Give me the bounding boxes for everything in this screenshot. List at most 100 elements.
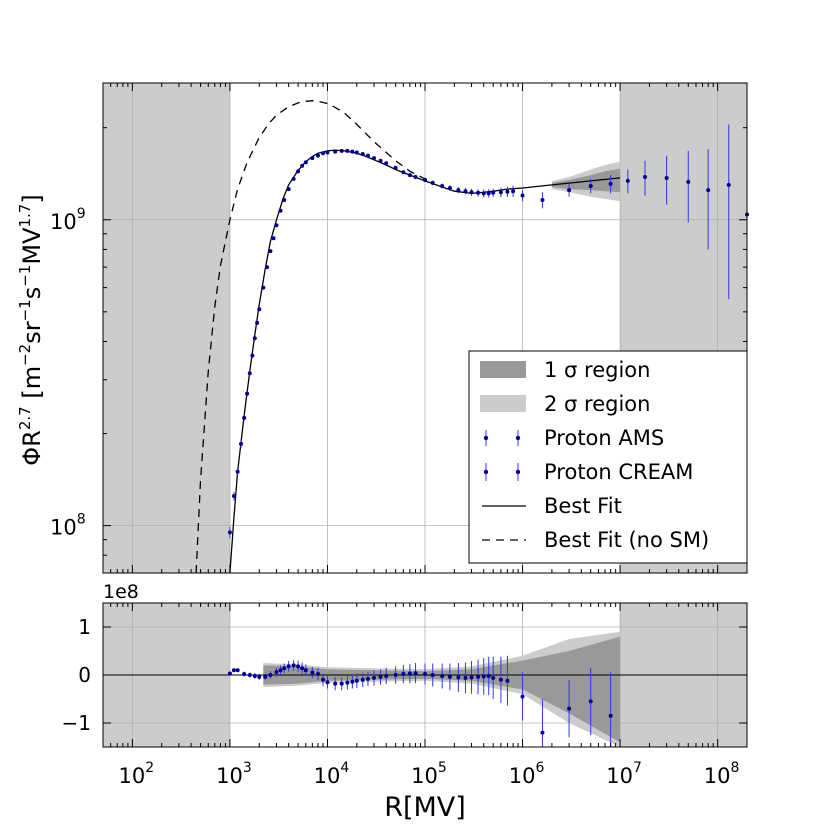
data-point-2-12 [264, 265, 269, 270]
data-point-3-0 [520, 193, 525, 198]
residual-point-35 [423, 672, 427, 677]
data-point-2-29 [345, 148, 350, 153]
y-axis-label-mid2: s [18, 287, 46, 300]
data-point-2-41 [423, 177, 427, 182]
x-tick-label-4: 106 [509, 760, 545, 788]
data-point-2-5 [245, 391, 250, 396]
residual-point-43 [481, 674, 486, 679]
data-point-2-8 [252, 336, 257, 341]
data-point-2-31 [354, 150, 359, 155]
residual-point-39 [456, 675, 461, 680]
data-point-2-43 [440, 183, 445, 188]
data-point-2-1 [231, 493, 236, 498]
data-point-2-4 [242, 415, 247, 420]
shaded-region-top-0 [103, 83, 230, 573]
data-point-2-52 [498, 190, 503, 195]
x-tick-label-6: 108 [704, 760, 740, 788]
residual-point-27 [365, 676, 370, 681]
data-point-2-23 [310, 156, 315, 161]
residual-point-20 [325, 680, 330, 685]
series-line-1 [195, 100, 426, 574]
y-tick-label-bottom-1: 0 [78, 663, 91, 687]
x-tick-label-3-base: 10 [411, 764, 438, 788]
x-tick-label-2: 104 [314, 760, 350, 788]
y-tick-label-top-1-exp: 9 [77, 206, 86, 222]
residual-point-29 [378, 674, 383, 679]
data-point-2-48 [476, 190, 481, 195]
x-tick-label-4-exp: 6 [535, 760, 544, 776]
residual-point-33 [407, 671, 412, 676]
data-point-2-11 [261, 285, 266, 290]
data-point-3-1 [540, 198, 545, 203]
x-tick-label-2-base: 10 [314, 764, 341, 788]
residual-point-42 [476, 674, 481, 679]
legend-swatch-cream [483, 463, 521, 481]
x-tick-label-6-exp: 8 [731, 760, 740, 776]
legend-frame [468, 350, 748, 564]
y-tick-label-top-0: 108 [50, 512, 86, 540]
residual-point-18 [316, 672, 321, 677]
data-point-2-10 [257, 307, 262, 312]
data-point-2-46 [463, 189, 468, 194]
legend-label-sigma1: 1 σ region [544, 358, 650, 382]
residual-point-31 [393, 673, 398, 677]
data-point-3-5 [625, 178, 630, 183]
residual-point-1 [231, 668, 236, 673]
y-tick-labels-bottom: 1 0 −1 [62, 615, 91, 735]
x-tick-label-1-exp: 3 [243, 760, 252, 776]
residual-point-47 [505, 678, 510, 683]
y-tick-label-top-0-base: 10 [50, 516, 77, 540]
data-point-2-25 [320, 151, 325, 156]
residual-point-46 [498, 677, 503, 682]
legend-label-cream: Proton CREAM [544, 460, 693, 484]
x-tick-label-1: 103 [216, 760, 252, 788]
data-point-2-18 [286, 187, 291, 192]
data-point-2-45 [456, 188, 461, 193]
y-axis-label-main: ΦR [18, 430, 46, 466]
residual-point-23 [345, 680, 350, 685]
data-point-3-3 [588, 183, 593, 188]
y-axis-label-sup1: −2 [16, 344, 34, 366]
y-axis-label-sup2: −1 [16, 299, 34, 321]
data-point-2-39 [407, 173, 412, 178]
data-point-2-6 [247, 371, 252, 376]
data-point-3-4 [608, 181, 613, 186]
residual-point-15 [300, 666, 305, 671]
data-point-2-44 [447, 186, 452, 191]
data-point-3-8 [686, 179, 691, 184]
x-tick-label-2-exp: 4 [340, 760, 349, 776]
data-point-2-42 [430, 180, 435, 185]
data-point-2-15 [274, 223, 279, 228]
residual-point-36 [430, 673, 435, 677]
legend-swatch-sigma2 [480, 395, 526, 412]
y-axis-label-mid3: MV [18, 227, 46, 265]
data-point-2-38 [401, 170, 406, 175]
x-tick-label-0-base: 10 [119, 764, 146, 788]
data-point-2-0 [227, 530, 232, 535]
residual-point-6 [257, 674, 262, 679]
data-point-2-9 [255, 320, 260, 325]
residual-point-22 [339, 681, 344, 686]
y-tick-label-top-1-base: 10 [50, 210, 77, 234]
data-point-2-7 [250, 353, 255, 358]
data-point-2-37 [393, 165, 398, 170]
residual-point-44 [486, 673, 491, 678]
data-point-2-47 [469, 190, 474, 195]
residual-point-40 [463, 675, 468, 680]
x-tick-label-6-base: 10 [704, 764, 731, 788]
legend-label-nosm: Best Fit (no SM) [544, 528, 709, 552]
residual-point-37 [440, 673, 445, 678]
x-tick-labels: 102 103 104 105 106 107 108 [119, 760, 740, 788]
residual-point-13 [291, 663, 296, 668]
data-point-2-26 [325, 150, 330, 155]
data-point-2-53 [505, 189, 510, 194]
x-tick-label-0: 102 [119, 760, 155, 788]
residual-point-0 [227, 671, 232, 676]
y-axis-label-exp: 2.7 [16, 406, 34, 430]
residual-point-3 [242, 672, 247, 677]
residual-point-16 [303, 668, 308, 673]
residual-point-25 [354, 678, 359, 683]
residual-point-9 [274, 670, 279, 675]
data-point-2-24 [316, 153, 321, 158]
